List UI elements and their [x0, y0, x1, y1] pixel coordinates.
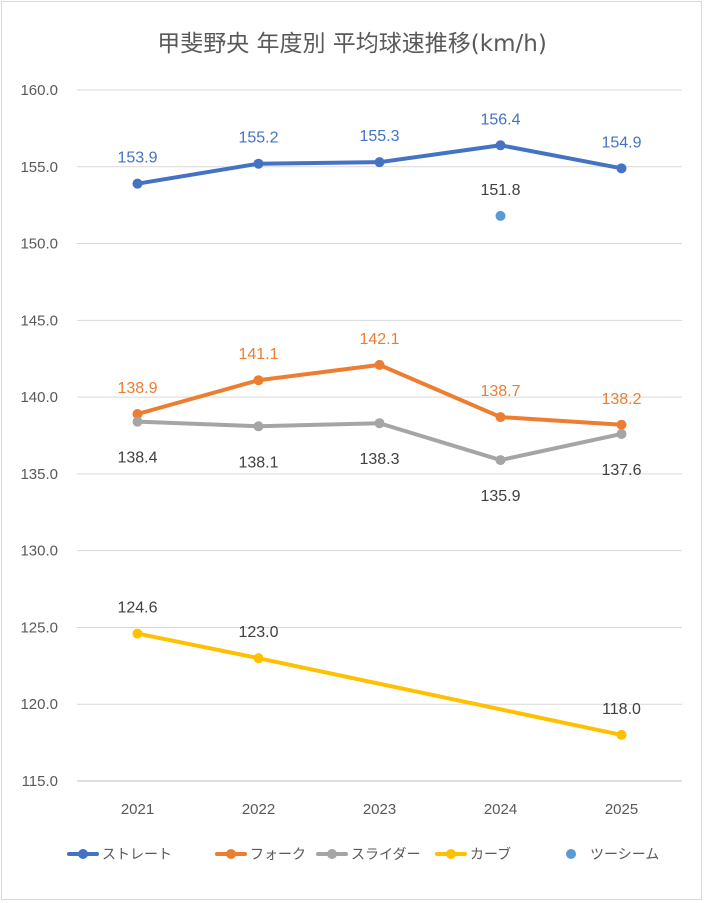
data-label: 124.6 [117, 600, 157, 617]
y-tick-label: 115.0 [22, 773, 58, 790]
y-tick-label: 120.0 [20, 696, 58, 713]
x-axis: 2021 2022 2023 2024 2025 [121, 801, 638, 818]
data-label: 138.3 [359, 451, 399, 468]
data-point [132, 409, 143, 420]
series-4 [132, 628, 627, 740]
data-label: 138.1 [238, 454, 278, 471]
legend-label: ストレート [102, 847, 172, 863]
legend-label: スライダー [351, 847, 420, 863]
data-point [495, 140, 506, 151]
y-tick-label: 145.0 [20, 312, 58, 329]
data-point [495, 210, 506, 221]
y-tick-label: 150.0 [20, 236, 58, 253]
x-tick-label: 2022 [242, 801, 275, 818]
data-point [253, 375, 264, 386]
y-tick-label: 155.0 [20, 159, 58, 176]
data-label: 155.3 [359, 128, 399, 145]
data-point [132, 416, 143, 427]
gridlines [77, 89, 682, 782]
legend-marker [78, 849, 88, 859]
legend-item-2: フォーク [215, 847, 306, 863]
data-point [616, 428, 627, 439]
series-2 [132, 359, 627, 430]
data-label: 141.1 [238, 346, 278, 363]
y-tick-label: 135.0 [20, 466, 58, 483]
series-line [135, 631, 624, 737]
data-label: 138.9 [117, 380, 157, 397]
data-point [616, 729, 627, 740]
series-3 [132, 416, 627, 466]
data-label: 142.1 [359, 331, 399, 348]
data-label: 154.9 [601, 134, 641, 151]
data-point [374, 418, 385, 429]
data-point [616, 163, 627, 174]
series-line [135, 362, 624, 427]
data-label: 135.9 [480, 488, 520, 505]
legend-item-5: ツーシーム [566, 847, 659, 863]
data-labels: 153.9 155.2 155.3 156.4 154.9 138.9 141.1 142.1… [117, 111, 641, 718]
data-label: 153.9 [117, 150, 157, 167]
y-tick-label: 130.0 [20, 543, 58, 560]
data-point [253, 158, 264, 169]
legend-item-4: カーブ [435, 846, 511, 863]
data-point [253, 653, 264, 664]
legend-item-3: スライダー [316, 847, 420, 863]
legend-label: ツーシーム [590, 847, 659, 863]
y-tick-label: 140.0 [20, 389, 58, 406]
data-point [132, 628, 143, 639]
y-axis: 160.0 155.0 150.0 145.0 140.0 135.0 130.0 125.0… [20, 82, 58, 790]
data-point [374, 359, 385, 370]
series-5 [495, 210, 506, 221]
data-label: 138.4 [117, 450, 157, 467]
data-label: 138.2 [601, 391, 641, 408]
data-label: 123.0 [238, 624, 278, 641]
data-point [495, 455, 506, 466]
y-tick-label: 160.0 [20, 82, 58, 99]
x-tick-label: 2024 [484, 801, 517, 818]
data-label: 138.7 [480, 383, 520, 400]
data-point [616, 419, 627, 430]
x-tick-label: 2025 [605, 801, 638, 818]
chart-title: 甲斐野央 年度別 平均球速推移(km/h) [157, 31, 547, 57]
data-label: 137.6 [601, 462, 641, 479]
legend-marker [226, 849, 236, 859]
legend-item-1: ストレート [67, 847, 172, 863]
data-point [374, 157, 385, 168]
series-1 [132, 140, 627, 189]
data-label: 156.4 [480, 111, 520, 128]
legend-label: カーブ [470, 846, 511, 863]
y-tick-label: 125.0 [20, 619, 58, 636]
data-point [132, 178, 143, 189]
legend-marker [327, 849, 337, 859]
data-point [253, 421, 264, 432]
data-label: 155.2 [238, 130, 278, 147]
legend-label: フォーク [250, 847, 306, 863]
legend-marker [446, 849, 456, 859]
data-label: 151.8 [480, 182, 520, 199]
data-label: 118.0 [602, 701, 641, 718]
x-tick-label: 2021 [121, 801, 154, 818]
legend: ストレート フォーク スライダー カーブ ツーシーム [67, 846, 659, 863]
data-point [495, 412, 506, 423]
plot-area [132, 140, 627, 740]
legend-marker [566, 849, 576, 859]
x-tick-label: 2023 [363, 801, 396, 818]
